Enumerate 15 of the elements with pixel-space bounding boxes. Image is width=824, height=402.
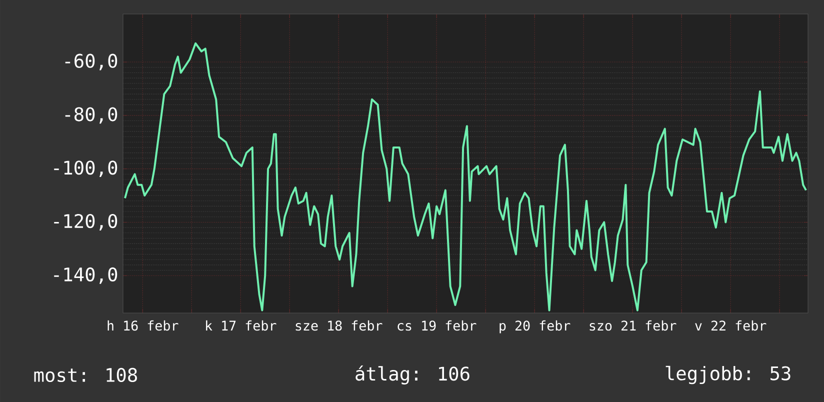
y-tick-label: -100,0 (54, 160, 118, 178)
x-tick-label: v 22 febr (695, 320, 766, 331)
x-tick-label: k 17 febr (206, 320, 276, 331)
x-tick-label: cs 19 febr (398, 320, 476, 331)
x-tick-label: p 20 febr (500, 320, 570, 334)
text: átlag: 106 (356, 366, 470, 384)
x-tick-label: h 16 febr (108, 320, 178, 331)
text: legjobb: 53 (666, 366, 790, 384)
y-tick-label: -140,0 (54, 267, 118, 284)
y-tick-label: -60,0 (65, 54, 118, 70)
x-tick-label: szo 21 febr (590, 320, 676, 331)
x-tick-label: sze 18 febr (296, 320, 382, 331)
y-tick-label: -80,0 (65, 107, 118, 124)
text: most: 108 (34, 368, 137, 382)
y-tick-label: -120,0 (54, 214, 118, 230)
